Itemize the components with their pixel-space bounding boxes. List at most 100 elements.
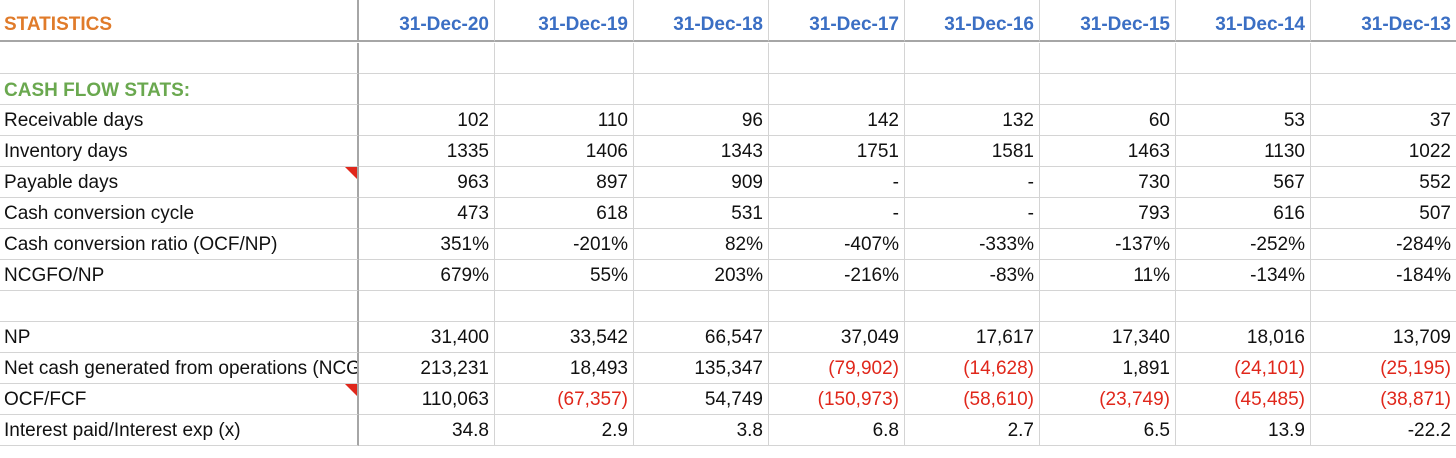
value-cell[interactable]: 1022 [1311, 136, 1456, 167]
value-cell[interactable]: 142 [769, 105, 905, 136]
empty-cell[interactable] [1311, 291, 1456, 322]
value-cell[interactable]: (14,628) [905, 353, 1040, 384]
date-header-4[interactable]: 31-Dec-16 [905, 0, 1040, 42]
date-header-6[interactable]: 31-Dec-14 [1176, 0, 1311, 42]
value-cell[interactable]: 11% [1040, 260, 1176, 291]
value-cell[interactable]: -333% [905, 229, 1040, 260]
value-cell[interactable]: 679% [359, 260, 495, 291]
value-cell[interactable]: 1463 [1040, 136, 1176, 167]
empty-cell[interactable] [769, 43, 905, 74]
row-label[interactable]: OCF/FCF [0, 384, 359, 415]
empty-cell[interactable] [905, 74, 1040, 105]
value-cell[interactable]: 96 [634, 105, 769, 136]
value-cell[interactable]: 53 [1176, 105, 1311, 136]
value-cell[interactable]: (150,973) [769, 384, 905, 415]
row-label[interactable]: Net cash generated from operations (NCGF… [0, 353, 359, 384]
value-cell[interactable]: -83% [905, 260, 1040, 291]
value-cell[interactable]: 1343 [634, 136, 769, 167]
comment-indicator-icon[interactable] [345, 384, 357, 396]
value-cell[interactable]: 3.8 [634, 415, 769, 446]
value-cell[interactable]: -201% [495, 229, 634, 260]
empty-cell[interactable] [495, 74, 634, 105]
empty-cell[interactable] [0, 291, 359, 322]
value-cell[interactable]: 37,049 [769, 322, 905, 353]
value-cell[interactable]: - [905, 167, 1040, 198]
value-cell[interactable]: (45,485) [1176, 384, 1311, 415]
empty-cell[interactable] [1040, 74, 1176, 105]
empty-cell[interactable] [495, 43, 634, 74]
value-cell[interactable]: 31,400 [359, 322, 495, 353]
empty-cell[interactable] [1040, 291, 1176, 322]
row-label[interactable]: Interest paid/Interest exp (x) [0, 415, 359, 446]
value-cell[interactable]: 6.8 [769, 415, 905, 446]
value-cell[interactable]: 33,542 [495, 322, 634, 353]
row-label[interactable]: Receivable days [0, 105, 359, 136]
empty-cell[interactable] [1311, 43, 1456, 74]
row-label[interactable]: Cash conversion ratio (OCF/NP) [0, 229, 359, 260]
value-cell[interactable]: 2.7 [905, 415, 1040, 446]
row-label[interactable]: NP [0, 322, 359, 353]
value-cell[interactable]: 1581 [905, 136, 1040, 167]
value-cell[interactable]: 60 [1040, 105, 1176, 136]
value-cell[interactable]: 55% [495, 260, 634, 291]
value-cell[interactable]: 1,891 [1040, 353, 1176, 384]
empty-cell[interactable] [359, 74, 495, 105]
value-cell[interactable]: -134% [1176, 260, 1311, 291]
date-header-3[interactable]: 31-Dec-17 [769, 0, 905, 42]
value-cell[interactable]: 1406 [495, 136, 634, 167]
value-cell[interactable]: 616 [1176, 198, 1311, 229]
section-title[interactable]: CASH FLOW STATS: [0, 74, 359, 105]
value-cell[interactable]: - [905, 198, 1040, 229]
value-cell[interactable]: 132 [905, 105, 1040, 136]
empty-cell[interactable] [359, 291, 495, 322]
value-cell[interactable]: - [769, 167, 905, 198]
empty-cell[interactable] [1311, 74, 1456, 105]
value-cell[interactable]: (79,902) [769, 353, 905, 384]
value-cell[interactable]: 730 [1040, 167, 1176, 198]
value-cell[interactable]: 963 [359, 167, 495, 198]
value-cell[interactable]: (25,195) [1311, 353, 1456, 384]
value-cell[interactable]: 37 [1311, 105, 1456, 136]
empty-cell[interactable] [359, 43, 495, 74]
value-cell[interactable]: 54,749 [634, 384, 769, 415]
value-cell[interactable]: 897 [495, 167, 634, 198]
value-cell[interactable]: 66,547 [634, 322, 769, 353]
row-label[interactable]: Inventory days [0, 136, 359, 167]
value-cell[interactable]: 213,231 [359, 353, 495, 384]
value-cell[interactable]: 135,347 [634, 353, 769, 384]
value-cell[interactable]: 567 [1176, 167, 1311, 198]
comment-indicator-icon[interactable] [345, 167, 357, 179]
statistics-title[interactable]: STATISTICS [0, 0, 359, 42]
value-cell[interactable]: 6.5 [1040, 415, 1176, 446]
value-cell[interactable]: 17,340 [1040, 322, 1176, 353]
row-label[interactable]: Payable days [0, 167, 359, 198]
value-cell[interactable]: (38,871) [1311, 384, 1456, 415]
value-cell[interactable]: (23,749) [1040, 384, 1176, 415]
value-cell[interactable]: -216% [769, 260, 905, 291]
value-cell[interactable]: 13.9 [1176, 415, 1311, 446]
value-cell[interactable]: - [769, 198, 905, 229]
value-cell[interactable]: 18,016 [1176, 322, 1311, 353]
date-header-7[interactable]: 31-Dec-13 [1311, 0, 1456, 42]
value-cell[interactable]: -407% [769, 229, 905, 260]
empty-cell[interactable] [0, 43, 359, 74]
value-cell[interactable]: 110 [495, 105, 634, 136]
value-cell[interactable]: -252% [1176, 229, 1311, 260]
empty-cell[interactable] [905, 291, 1040, 322]
value-cell[interactable]: 18,493 [495, 353, 634, 384]
value-cell[interactable]: (24,101) [1176, 353, 1311, 384]
value-cell[interactable]: (67,357) [495, 384, 634, 415]
value-cell[interactable]: 13,709 [1311, 322, 1456, 353]
date-header-1[interactable]: 31-Dec-19 [495, 0, 634, 42]
value-cell[interactable]: -22.2 [1311, 415, 1456, 446]
value-cell[interactable]: -137% [1040, 229, 1176, 260]
empty-cell[interactable] [1040, 43, 1176, 74]
empty-cell[interactable] [1176, 74, 1311, 105]
value-cell[interactable]: 351% [359, 229, 495, 260]
empty-cell[interactable] [905, 43, 1040, 74]
date-header-5[interactable]: 31-Dec-15 [1040, 0, 1176, 42]
value-cell[interactable]: 203% [634, 260, 769, 291]
value-cell[interactable]: 1335 [359, 136, 495, 167]
value-cell[interactable]: 82% [634, 229, 769, 260]
